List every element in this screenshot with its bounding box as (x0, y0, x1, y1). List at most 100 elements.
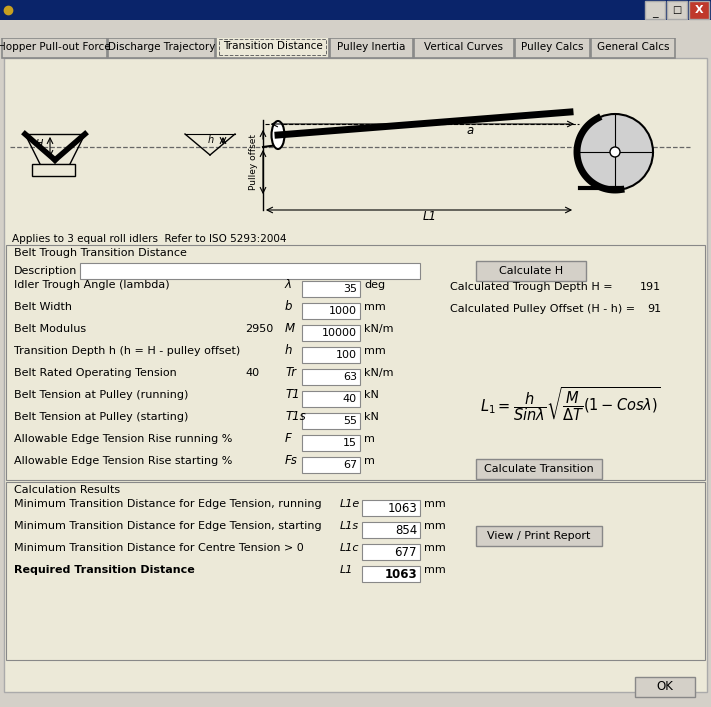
Text: 10000: 10000 (322, 328, 357, 338)
FancyBboxPatch shape (302, 413, 360, 429)
Circle shape (577, 114, 653, 190)
Text: L1c: L1c (340, 543, 360, 553)
Text: Discharge Trajectory: Discharge Trajectory (108, 42, 215, 52)
Text: L1: L1 (340, 565, 353, 575)
Text: 63: 63 (343, 372, 357, 382)
FancyBboxPatch shape (302, 391, 360, 407)
Text: Belt Modulus: Belt Modulus (14, 324, 86, 334)
FancyBboxPatch shape (302, 435, 360, 451)
Text: 677: 677 (395, 546, 417, 559)
Text: Fs: Fs (285, 455, 298, 467)
Text: 67: 67 (343, 460, 357, 470)
Text: OK: OK (656, 681, 673, 694)
FancyBboxPatch shape (216, 36, 329, 58)
Text: Pulley Inertia: Pulley Inertia (337, 42, 406, 52)
Text: Belt Rated Operating Tension: Belt Rated Operating Tension (14, 368, 177, 378)
Text: Belt Tension at Pulley (starting): Belt Tension at Pulley (starting) (14, 412, 188, 422)
FancyBboxPatch shape (414, 38, 514, 58)
Text: 1063: 1063 (385, 568, 417, 580)
FancyBboxPatch shape (108, 38, 215, 58)
Text: View / Print Report: View / Print Report (487, 531, 591, 541)
Text: Applies to 3 equal roll idlers  Refer to ISO 5293:2004: Applies to 3 equal roll idlers Refer to … (12, 234, 287, 244)
Text: mm: mm (424, 565, 446, 575)
Text: Vertical Curves: Vertical Curves (424, 42, 503, 52)
FancyBboxPatch shape (4, 58, 707, 692)
Text: b: b (285, 300, 292, 313)
Text: _: _ (652, 8, 658, 18)
Text: 15: 15 (343, 438, 357, 448)
Text: deg: deg (364, 280, 385, 290)
Text: T1s: T1s (285, 411, 306, 423)
Text: 1063: 1063 (387, 501, 417, 515)
Text: Calculated Trough Depth H =: Calculated Trough Depth H = (450, 282, 613, 292)
Text: □: □ (673, 5, 682, 15)
Text: L1: L1 (423, 209, 437, 223)
Text: kN/m: kN/m (364, 324, 393, 334)
Text: Hopper Pull-out Force: Hopper Pull-out Force (0, 42, 111, 52)
Text: X: X (695, 5, 703, 15)
Text: h: h (285, 344, 292, 358)
Text: mm: mm (364, 302, 386, 312)
Text: Pulley offset: Pulley offset (249, 134, 257, 190)
Text: Minimum Transition Distance for Edge Tension, running: Minimum Transition Distance for Edge Ten… (14, 499, 321, 509)
FancyBboxPatch shape (476, 459, 602, 479)
FancyBboxPatch shape (362, 522, 420, 538)
Text: L1s: L1s (340, 521, 359, 531)
FancyBboxPatch shape (362, 544, 420, 560)
FancyBboxPatch shape (635, 677, 695, 697)
Text: kN: kN (364, 390, 379, 400)
Text: T1: T1 (285, 389, 299, 402)
Text: kN/m: kN/m (364, 368, 393, 378)
Text: Description: Description (14, 266, 77, 276)
FancyBboxPatch shape (302, 325, 360, 341)
Text: m: m (364, 456, 375, 466)
Text: Exit: Exit (52, 22, 75, 35)
Text: Calculation Results: Calculation Results (14, 485, 120, 495)
Ellipse shape (272, 121, 284, 149)
Text: $L_1 = \dfrac{h}{Sin\lambda}\sqrt{\dfrac{M}{\Delta T}(1-Cos\lambda)}$: $L_1 = \dfrac{h}{Sin\lambda}\sqrt{\dfrac… (479, 385, 661, 423)
Text: General Calcs: General Calcs (597, 42, 669, 52)
FancyBboxPatch shape (0, 0, 711, 20)
FancyBboxPatch shape (476, 526, 602, 546)
Text: Belt Trough Transition Distance: Belt Trough Transition Distance (14, 248, 187, 258)
Text: Helix delta-T Conveyor Design Program - Calculations Form 1: Helix delta-T Conveyor Design Program - … (22, 6, 383, 18)
Text: 1000: 1000 (329, 306, 357, 316)
Text: M: M (285, 322, 295, 336)
FancyBboxPatch shape (2, 38, 107, 58)
Text: Calculate H: Calculate H (499, 266, 563, 276)
FancyBboxPatch shape (667, 1, 687, 19)
Text: Belt Width: Belt Width (14, 302, 72, 312)
Text: kN: kN (364, 412, 379, 422)
FancyBboxPatch shape (362, 566, 420, 582)
Text: Minimum Transition Distance for Edge Tension, starting: Minimum Transition Distance for Edge Ten… (14, 521, 321, 531)
Text: 40: 40 (343, 394, 357, 404)
Text: mm: mm (424, 543, 446, 553)
Text: 191: 191 (640, 282, 661, 292)
FancyBboxPatch shape (302, 347, 360, 363)
FancyBboxPatch shape (302, 457, 360, 473)
Text: 2950: 2950 (245, 324, 273, 334)
Text: m: m (364, 434, 375, 444)
FancyBboxPatch shape (6, 482, 705, 660)
Text: Allowable Edge Tension Rise running %: Allowable Edge Tension Rise running % (14, 434, 232, 444)
FancyBboxPatch shape (476, 261, 586, 281)
Text: Calculate Transition: Calculate Transition (484, 464, 594, 474)
Text: a: a (466, 124, 474, 136)
Text: Minimum Transition Distance for Centre Tension > 0: Minimum Transition Distance for Centre T… (14, 543, 304, 553)
Text: 35: 35 (343, 284, 357, 294)
Text: Tr: Tr (285, 366, 296, 380)
Text: H: H (36, 139, 43, 149)
FancyBboxPatch shape (302, 369, 360, 385)
Text: 91: 91 (647, 304, 661, 314)
Text: 100: 100 (336, 350, 357, 360)
Text: Help: Help (12, 22, 39, 35)
Text: mm: mm (424, 521, 446, 531)
Text: Transition Depth h (h = H - pulley offset): Transition Depth h (h = H - pulley offse… (14, 346, 240, 356)
Text: h: h (208, 135, 214, 145)
Text: mm: mm (364, 346, 386, 356)
FancyBboxPatch shape (32, 164, 75, 176)
Text: Belt Tension at Pulley (running): Belt Tension at Pulley (running) (14, 390, 188, 400)
FancyBboxPatch shape (645, 1, 665, 19)
Text: λ: λ (285, 279, 292, 291)
FancyBboxPatch shape (591, 38, 675, 58)
